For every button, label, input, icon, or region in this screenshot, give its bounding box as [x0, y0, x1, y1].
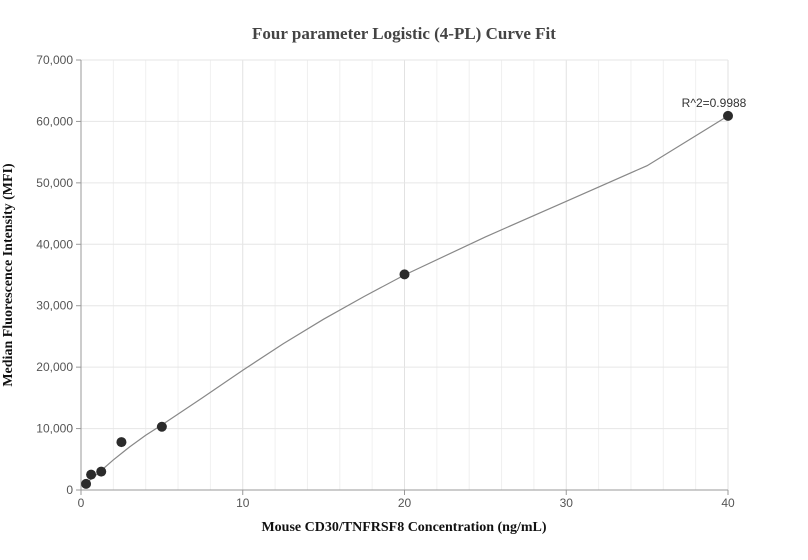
axes: [76, 59, 729, 495]
x-axis-title: Mouse CD30/TNFRSF8 Concentration (ng/mL): [261, 520, 546, 535]
x-tick-labels: 0 10 20 30 40: [78, 496, 735, 510]
y-tick-label: 0: [66, 483, 73, 497]
x-tick-label: 20: [398, 496, 412, 510]
data-point: [86, 469, 97, 480]
data-points: [81, 110, 733, 489]
y-tick-label: 20,000: [36, 360, 73, 374]
data-point: [156, 421, 167, 432]
y-tick-labels: 0 10,000 20,000 30,000 40,000 50,000 60,000 70,…: [36, 53, 73, 497]
x-tick-label: 30: [560, 496, 574, 510]
x-tick-label: 10: [236, 496, 250, 510]
y-tick-label: 50,000: [36, 176, 73, 190]
y-tick-label: 70,000: [36, 53, 73, 67]
data-point: [399, 269, 410, 280]
y-tick-label: 60,000: [36, 114, 73, 128]
data-point: [81, 478, 92, 489]
y-tick-label: 10,000: [36, 422, 73, 436]
fit-curve: [85, 115, 729, 484]
data-point: [116, 437, 127, 448]
data-point: [723, 110, 733, 121]
data-point: [96, 466, 107, 477]
chart-title: Four parameter Logistic (4-PL) Curve Fit: [252, 24, 556, 43]
y-tick-label: 30,000: [36, 299, 73, 313]
y-axis-title: Median Fluorescence Intensity (MFI): [1, 163, 16, 387]
r-squared-annotation: R^2=0.9988: [682, 96, 747, 110]
y-tick-label: 40,000: [36, 237, 73, 251]
x-tick-label: 0: [78, 496, 85, 510]
x-tick-label: 40: [721, 496, 735, 510]
